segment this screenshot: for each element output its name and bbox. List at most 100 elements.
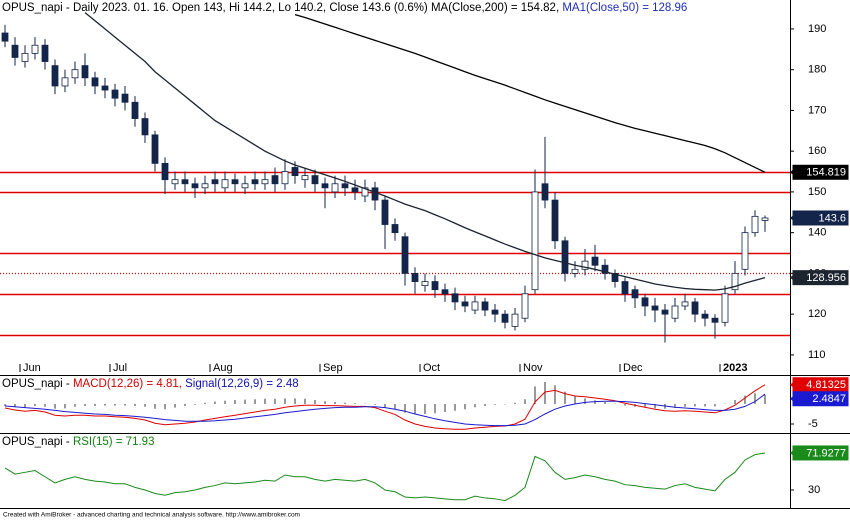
pane-title: OPUS_napi - Daily 2023. 01. 16. Open 143…	[2, 2, 687, 14]
y-tick-label: 180	[808, 64, 826, 76]
value-box-pointer	[790, 393, 796, 404]
y-tick-label: 190	[808, 23, 826, 35]
y-tick-label: 170	[808, 104, 826, 116]
candle-body	[301, 175, 309, 181]
y-tick-label: 140	[808, 227, 826, 239]
candle-body	[501, 313, 509, 323]
line-series	[294, 14, 766, 173]
candle-body	[481, 301, 489, 311]
candle-body	[131, 101, 139, 119]
value-box-pointer	[790, 447, 796, 458]
indicator-pane	[4, 382, 766, 430]
y-tick-label: 30	[808, 484, 820, 496]
price-pane	[0, 12, 790, 343]
candle-body	[51, 65, 59, 87]
value-box-label: 71.9277	[806, 447, 846, 459]
candle-body	[341, 183, 349, 189]
series-caption: Signal(12,26,9) = 2.48	[185, 378, 298, 390]
value-box-label: 2.4847	[812, 393, 846, 405]
candle-body	[491, 309, 499, 315]
candle-body	[681, 301, 689, 307]
y-tick-label: -5	[808, 418, 818, 430]
x-tick-label: Sep	[323, 362, 343, 374]
value-box-pointer	[790, 212, 796, 223]
indicator-pane	[4, 452, 766, 502]
candle-body	[241, 183, 249, 189]
pane-title: OPUS_napi - MACD(12,26) = 4.81, Signal(1…	[2, 378, 299, 390]
y-tick-label: 150	[808, 186, 826, 198]
candle-body	[551, 199, 559, 242]
candle-body	[1, 32, 9, 42]
value-box-pointer	[790, 379, 796, 390]
value-box-label: 128.956	[806, 272, 846, 284]
candle-body	[141, 118, 149, 136]
candle-body	[261, 179, 269, 185]
candle-body	[541, 183, 549, 201]
value-box-pointer	[790, 272, 796, 283]
x-tick-label: Dec	[623, 362, 643, 374]
candle-body	[91, 77, 99, 87]
candle-body	[411, 272, 419, 282]
candle-body	[281, 171, 289, 185]
line-series	[4, 393, 766, 427]
candle-body	[471, 301, 479, 311]
candle-body	[271, 175, 279, 185]
candle-body	[561, 240, 569, 274]
candle-body	[11, 44, 19, 58]
candle-body	[431, 281, 439, 291]
candle-body	[671, 305, 679, 319]
value-box-label: 154.819	[806, 167, 846, 179]
candle-body	[111, 89, 119, 99]
candle-body	[41, 44, 49, 62]
candle-body	[331, 183, 339, 193]
candle-body	[311, 175, 319, 185]
candle-body	[761, 217, 769, 221]
series-caption: MA1(Close,50) = 128.96	[562, 2, 687, 14]
candle-body	[181, 179, 189, 185]
candle-body	[351, 187, 359, 193]
y-tick-label: 120	[808, 308, 826, 320]
x-tick-label: Jun	[23, 362, 41, 374]
candle-body	[231, 179, 239, 185]
candle-body	[741, 232, 749, 270]
title-text: OPUS_napi - Daily 2023. 01. 16. Open 143…	[2, 2, 431, 14]
series-caption: RSI(15) = 71.93	[73, 436, 155, 448]
candle-body	[291, 167, 299, 177]
candle-body	[101, 85, 109, 91]
candle-body	[221, 179, 229, 189]
candle-body	[591, 256, 599, 266]
candle-body	[381, 199, 389, 225]
candle-body	[571, 268, 579, 274]
candle-body	[81, 65, 89, 79]
line-series	[84, 12, 766, 291]
candle-body	[721, 293, 729, 323]
title-text: OPUS_napi -	[2, 378, 73, 390]
title-text: OPUS_napi -	[2, 436, 73, 448]
candle-body	[631, 289, 639, 299]
candle-body	[441, 289, 449, 295]
candle-body	[711, 317, 719, 323]
candle-body	[391, 224, 399, 234]
candle-body	[191, 183, 199, 189]
candle-body	[251, 179, 259, 185]
candle-body	[421, 281, 429, 287]
candle-body	[61, 77, 69, 87]
candle-body	[691, 301, 699, 315]
candle-body	[31, 44, 39, 54]
x-tick-label: Nov	[523, 362, 543, 374]
y-tick-label: 110	[808, 349, 826, 361]
value-box-label: 4.81325	[806, 379, 846, 391]
pane-title: OPUS_napi - RSI(15) = 71.93	[2, 436, 154, 448]
x-tick-label: Aug	[213, 362, 233, 374]
candle-body	[621, 281, 629, 295]
x-tick-label: 2023	[723, 362, 747, 374]
line-series	[4, 384, 766, 430]
candle-body	[151, 134, 159, 164]
candle-body	[371, 187, 379, 201]
candle-body	[171, 179, 179, 185]
candle-body	[651, 305, 659, 311]
series-caption: MACD(12,26) = 4.81,	[73, 378, 185, 390]
candle-body	[661, 309, 669, 315]
value-box-pointer	[790, 167, 796, 178]
